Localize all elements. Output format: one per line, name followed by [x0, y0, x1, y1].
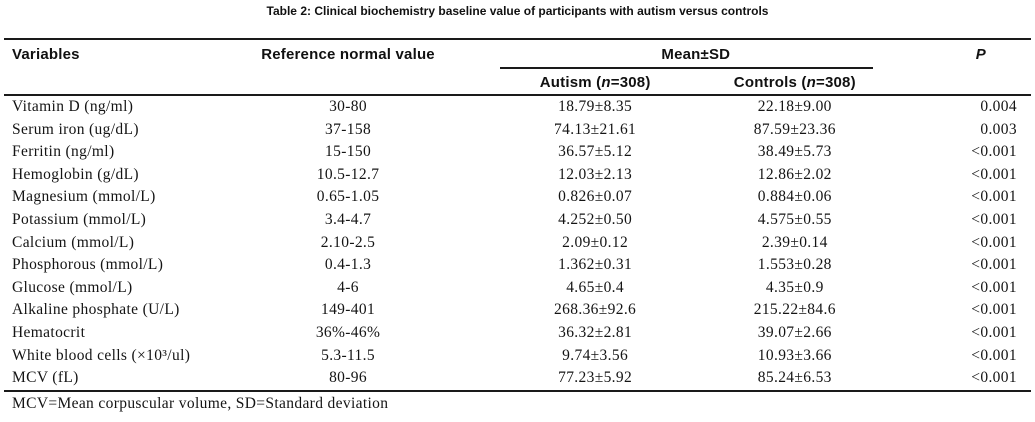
controls-mean-cell: 85.24±6.53 [757, 369, 832, 387]
col-header-variables: Variables [12, 46, 80, 63]
autism-label-pre: Autism ( [539, 74, 602, 91]
controls-mean-cell: 2.39±0.14 [761, 233, 828, 251]
p-value-cell: <0.001 [971, 256, 1017, 274]
controls-mean-cell: 22.18±9.00 [757, 98, 832, 115]
table-row: Potassium (mmol/L) 3.4-4.7 4.252±0.50 4.… [4, 209, 1031, 232]
p-value-cell: <0.001 [971, 233, 1017, 251]
autism-mean-cell: 0.826±0.07 [558, 188, 633, 206]
col-header-p: P [975, 46, 986, 63]
p-value-cell: <0.001 [971, 210, 1017, 228]
variable-cell: Potassium (mmol/L) [12, 210, 147, 228]
p-value-cell: <0.001 [971, 143, 1017, 161]
autism-mean-cell: 268.36±92.6 [554, 301, 637, 319]
autism-mean-cell: 9.74±3.56 [562, 346, 629, 364]
reference-value-cell: 30-80 [329, 98, 367, 115]
table-row: MCV (fL) 80-96 77.23±5.92 85.24±6.53 <0.… [4, 367, 1031, 390]
reference-value-cell: 36%-46% [315, 323, 381, 341]
autism-mean-cell: 1.362±0.31 [558, 256, 633, 274]
table-row: Hematocrit 36%-46% 36.32±2.81 39.07±2.66… [4, 322, 1031, 345]
mean-sd-underline [500, 67, 874, 69]
variable-cell: Hemoglobin (g/dL) [12, 165, 139, 183]
table-row: Hemoglobin (g/dL) 10.5-12.7 12.03±2.13 1… [4, 164, 1031, 187]
variable-cell: Ferritin (ng/ml) [12, 143, 115, 161]
p-value-cell: <0.001 [971, 301, 1017, 319]
reference-value-cell: 0.65-1.05 [316, 188, 380, 206]
autism-mean-cell: 2.09±0.12 [562, 233, 629, 251]
col-header-mean-sd: Mean±SD [661, 46, 731, 63]
reference-value-cell: 4-6 [337, 278, 359, 296]
autism-mean-cell: 12.03±2.13 [558, 165, 633, 183]
variable-cell: Phosphorous (mmol/L) [12, 256, 164, 274]
controls-mean-cell: 215.22±84.6 [753, 301, 836, 319]
controls-mean-cell: 12.86±2.02 [757, 165, 832, 183]
reference-value-cell: 15-150 [325, 143, 372, 161]
table-row: Alkaline phosphate (U/L) 149-401 268.36±… [4, 299, 1031, 322]
p-value-cell: 0.004 [980, 98, 1017, 115]
variable-cell: MCV (fL) [12, 369, 79, 387]
autism-mean-cell: 4.65±0.4 [566, 278, 625, 296]
reference-value-cell: 10.5-12.7 [316, 165, 380, 183]
controls-mean-cell: 4.575±0.55 [757, 210, 832, 228]
autism-mean-cell: 4.252±0.50 [558, 210, 633, 228]
reference-value-cell: 80-96 [329, 369, 367, 387]
p-value-cell: 0.003 [980, 120, 1017, 138]
p-value-cell: <0.001 [971, 278, 1017, 296]
controls-label-post: =308) [816, 74, 856, 91]
autism-mean-cell: 18.79±8.35 [558, 98, 633, 115]
p-value-cell: <0.001 [971, 323, 1017, 341]
variable-cell: Serum iron (ug/dL) [12, 120, 139, 138]
table-row: Ferritin (ng/ml) 15-150 36.57±5.12 38.49… [4, 141, 1031, 164]
reference-value-cell: 3.4-4.7 [324, 210, 372, 228]
variable-cell: Calcium (mmol/L) [12, 233, 135, 251]
variable-cell: Alkaline phosphate (U/L) [12, 301, 180, 319]
table-row: Magnesium (mmol/L) 0.65-1.05 0.826±0.07 … [4, 186, 1031, 209]
p-value-cell: <0.001 [971, 369, 1017, 387]
variable-cell: Glucose (mmol/L) [12, 278, 133, 296]
table-row: Calcium (mmol/L) 2.10-2.5 2.09±0.12 2.39… [4, 232, 1031, 255]
controls-mean-cell: 4.35±0.9 [765, 278, 824, 296]
controls-mean-cell: 38.49±5.73 [757, 143, 832, 161]
autism-mean-cell: 77.23±5.92 [558, 369, 633, 387]
reference-value-cell: 2.10-2.5 [320, 233, 376, 251]
controls-mean-cell: 39.07±2.66 [757, 323, 832, 341]
autism-n-symbol: n [601, 74, 611, 91]
col-header-controls: Controls (n=308) [692, 69, 897, 97]
p-value-cell: <0.001 [971, 346, 1017, 364]
table-footnote: MCV=Mean corpuscular volume, SD=Standard… [12, 394, 389, 412]
variable-cell: Magnesium (mmol/L) [12, 188, 156, 206]
mean-sd-subheaders: Autism (n=308) Controls (n=308) [466, 69, 897, 97]
autism-label-post: =308) [610, 74, 651, 91]
reference-value-cell: 149-401 [320, 301, 376, 319]
table-row: Phosphorous (mmol/L) 0.4-1.3 1.362±0.31 … [4, 254, 1031, 277]
variable-cell: Hematocrit [12, 323, 86, 341]
table-body: Vitamin D (ng/ml) 30-80 18.79±8.35 22.18… [4, 96, 1031, 392]
col-header-reference: Reference normal value [261, 46, 435, 63]
controls-mean-cell: 87.59±23.36 [753, 120, 836, 138]
reference-value-cell: 0.4-1.3 [324, 256, 372, 274]
controls-n-symbol: n [806, 74, 816, 91]
table-row: Serum iron (ug/dL) 37-158 74.13±21.61 87… [4, 119, 1031, 142]
controls-mean-cell: 10.93±3.66 [757, 346, 832, 364]
table-row: Glucose (mmol/L) 4-6 4.65±0.4 4.35±0.9 <… [4, 277, 1031, 300]
table: Variables Reference normal value Mean±SD… [4, 38, 1031, 392]
table-title: Table 2: Clinical biochemistry baseline … [266, 4, 769, 18]
variable-cell: Vitamin D (ng/ml) [12, 98, 134, 115]
reference-value-cell: 5.3-11.5 [321, 346, 375, 364]
p-value-cell: <0.001 [971, 165, 1017, 183]
variable-cell: White blood cells (×10³/ul) [12, 346, 191, 364]
table-row: Vitamin D (ng/ml) 30-80 18.79±8.35 22.18… [4, 96, 1031, 119]
reference-value-cell: 37-158 [325, 120, 372, 138]
autism-mean-cell: 36.32±2.81 [558, 323, 633, 341]
table-header: Variables Reference normal value Mean±SD… [4, 38, 1031, 96]
autism-mean-cell: 74.13±21.61 [554, 120, 637, 138]
col-group-mean-sd: Mean±SD Autism (n=308) Controls (n=308) [466, 40, 897, 97]
p-value-cell: <0.001 [971, 188, 1017, 206]
controls-mean-cell: 1.553±0.28 [757, 256, 832, 274]
table-row: White blood cells (×10³/ul) 5.3-11.5 9.7… [4, 345, 1031, 368]
controls-mean-cell: 0.884±0.06 [757, 188, 832, 206]
col-header-autism: Autism (n=308) [466, 69, 692, 97]
autism-mean-cell: 36.57±5.12 [558, 143, 633, 161]
controls-label-pre: Controls ( [733, 74, 807, 91]
